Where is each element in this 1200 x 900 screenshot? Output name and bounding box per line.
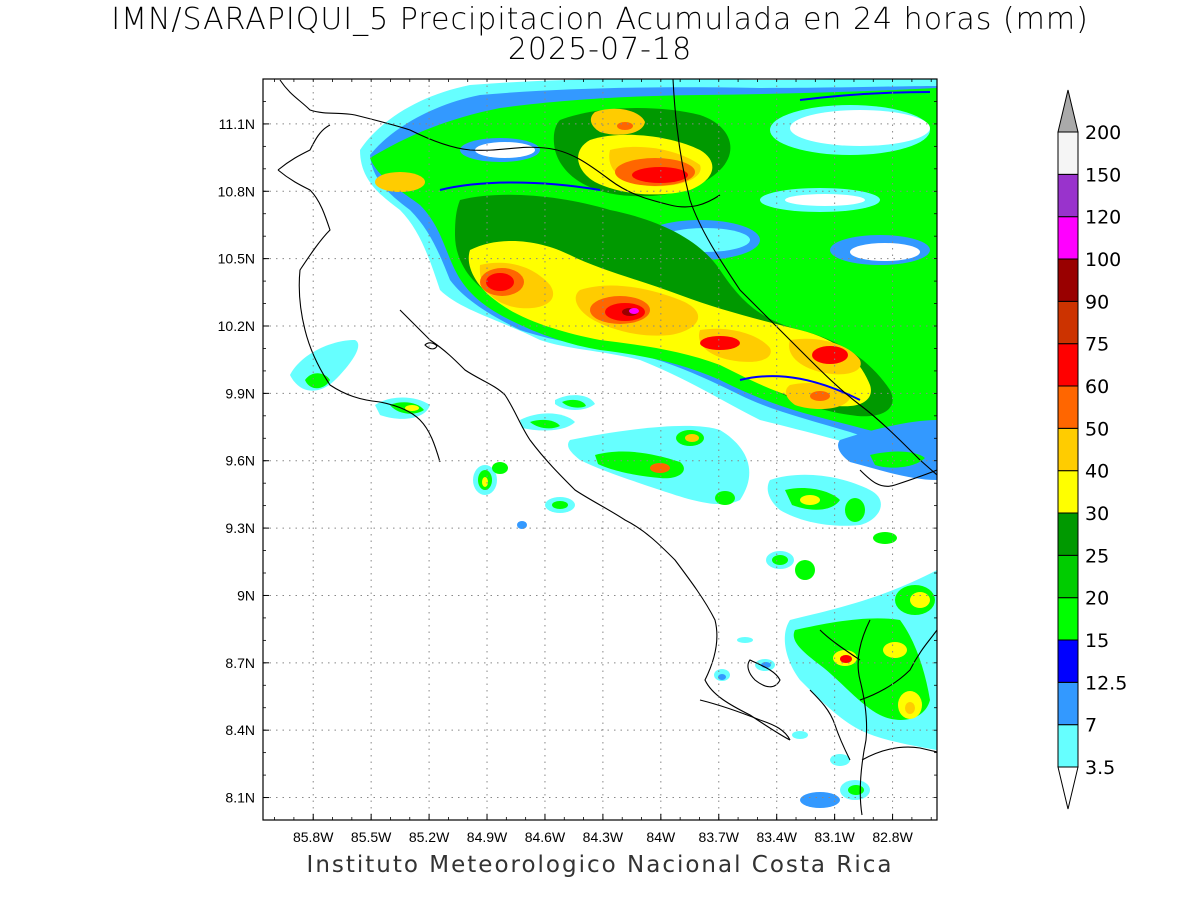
colorbar-label: 60 [1085,376,1109,398]
lat-tick-label: 10.2N [218,318,255,334]
colorbar-swatch [1057,470,1079,514]
coastlines [277,79,937,816]
lat-tick-label: 8.4N [225,722,255,738]
lon-tick-label: 84W [646,829,676,845]
colorbar-label: 75 [1085,334,1109,356]
lon-tick-label: 85.8W [293,829,334,845]
colorbar-label: 120 [1085,207,1121,229]
colorbar-swatch [1057,343,1079,387]
colorbar-swatch [1057,554,1079,599]
colorbar-swatch [1057,131,1079,175]
colorbar-label: 12.5 [1085,672,1127,694]
lon-tick-label: 84.9W [467,829,508,845]
colorbar-swatch [1057,216,1079,260]
colorbar-swatch [1057,300,1079,345]
lat-tick-label: 10.5N [218,251,255,267]
lon-tick-label: 83.1W [814,829,855,845]
colorbar-label: 25 [1085,545,1109,567]
map-date: 2025-07-18 [507,32,693,67]
lon-tick-label: 83.7W [699,829,740,845]
colorbar-swatch [1057,512,1079,556]
lon-tick-label: 83.4W [756,829,797,845]
colorbar-swatch [1057,385,1079,429]
lon-tick-label: 84.6W [525,829,566,845]
lat-tick-label: 11.1N [219,116,255,132]
colorbar-swatch [1057,724,1079,768]
colorbar-swatch [1057,639,1079,683]
lat-tick-label: 9.6N [225,453,255,469]
grid-lines [263,79,937,820]
colorbar-label: 30 [1085,503,1109,525]
plot-frame [262,78,938,821]
lon-tick-label: 85.5W [351,829,392,845]
lat-tick-label: 9N [237,587,255,603]
colorbar-label: 100 [1085,249,1121,271]
colorbar-min-triangle [1057,766,1079,810]
colorbar-label: 3.5 [1085,757,1115,779]
longitude-axis: 85.8W 85.5W 85.2W 84.9W 84.6W 84.3W 84W 83.7W 83… [274,79,932,845]
lat-tick-label: 9.3N [225,520,255,536]
colorbar-swatch [1057,427,1079,472]
lat-tick-label: 10.8N [218,183,255,199]
colorbar-max-triangle [1057,89,1079,133]
lat-tick-label: 8.7N [225,655,255,671]
colorbar-swatch [1057,258,1079,302]
colorbar-swatch [1057,597,1079,641]
lat-tick-label: 9.9N [225,385,255,401]
colorbar-label: 150 [1085,164,1121,186]
map-title: IMN/SARAPIQUI_5 Precipitacion Acumulada … [111,2,1089,37]
lat-tick-label: 8.1N [225,790,255,806]
colorbar-label: 90 [1085,291,1109,313]
colorbar-label: 200 [1085,122,1121,144]
lon-tick-label: 85.2W [409,829,450,845]
colorbar-label: 20 [1085,588,1109,610]
footer-credit: Instituto Meteorologico Nacional Costa R… [306,852,894,878]
colorbar-label: 7 [1085,715,1097,737]
lon-tick-label: 84.3W [583,829,624,845]
colorbar-label: 50 [1085,418,1109,440]
colorbar: 3.5 7 12.5 15 20 25 30 40 50 60 75 90 100 120 150 200 [1057,89,1127,810]
colorbar-label: 40 [1085,461,1109,483]
lon-tick-label: 82.8W [872,829,913,845]
colorbar-swatch [1057,173,1079,218]
colorbar-swatch [1057,681,1079,726]
precipitation-field [290,79,937,808]
colorbar-label: 15 [1085,630,1109,652]
latitude-axis: 11.1N 10.8N 10.5N 10.2N 9.9N 9.6N 9.3N 9N 8.7N 8.… [218,78,937,821]
